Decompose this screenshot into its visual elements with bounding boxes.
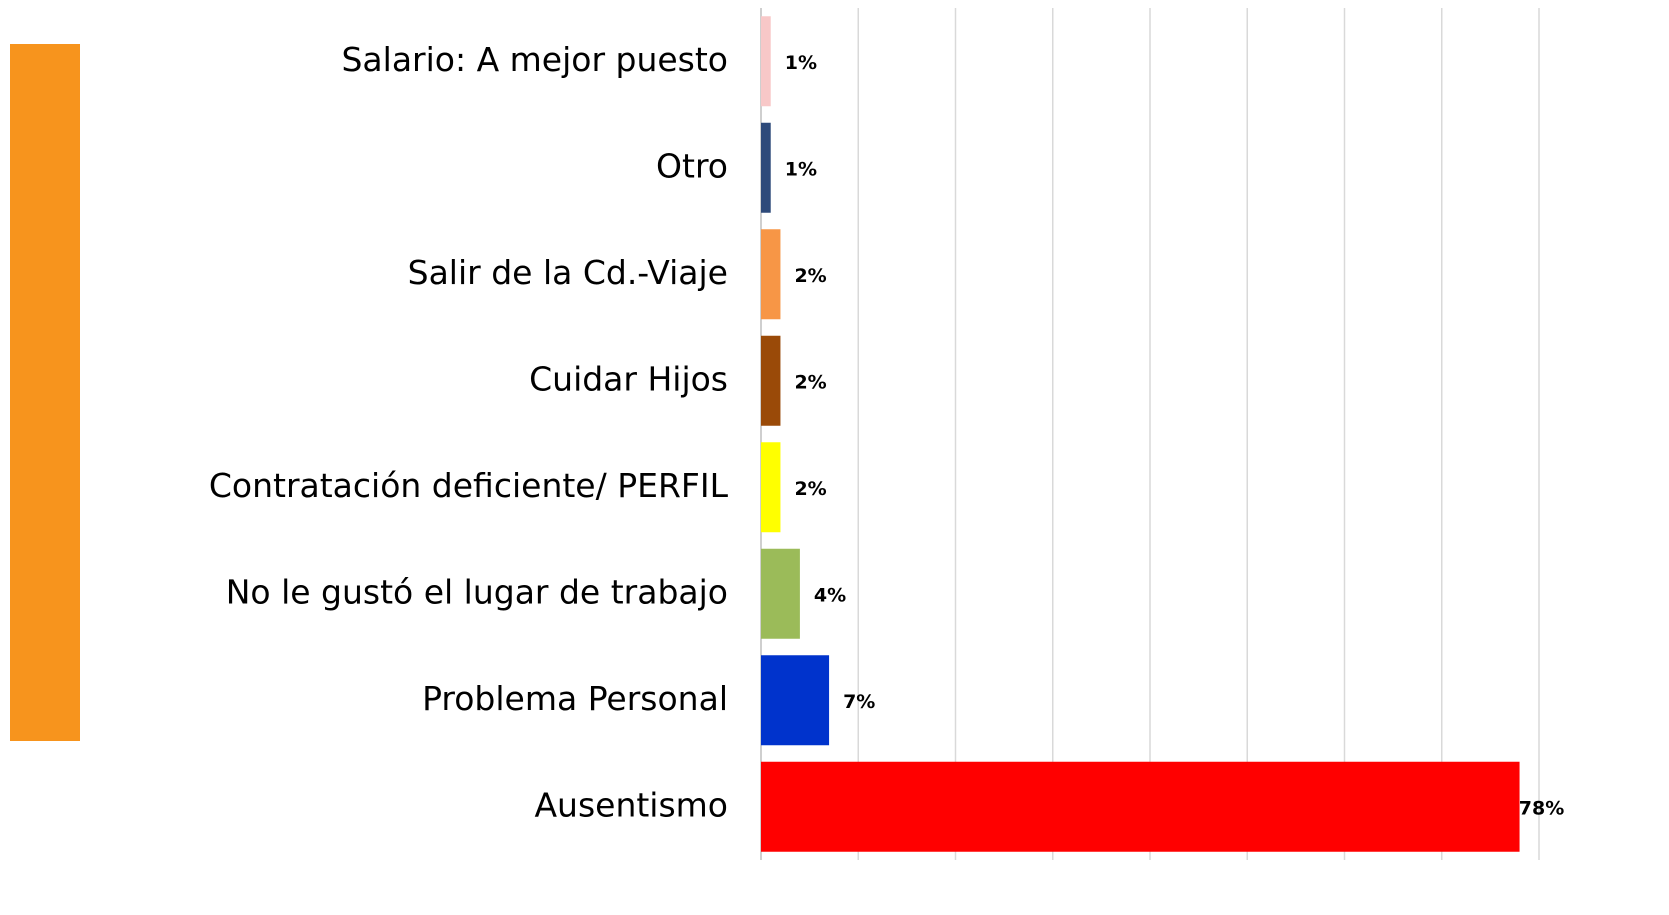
y-tick-label: Otro — [656, 146, 728, 185]
side-accent — [10, 44, 80, 741]
y-tick-label: Salir de la Cd.-Viaje — [408, 253, 728, 292]
data-label: 4% — [814, 584, 846, 606]
y-tick-label: No le gustó el lugar de trabajo — [226, 572, 728, 611]
data-label: 1% — [785, 158, 817, 180]
bar — [761, 655, 830, 746]
data-label: 2% — [794, 265, 826, 287]
bar — [761, 229, 781, 320]
bar — [761, 122, 771, 213]
data-label: 7% — [843, 691, 875, 713]
y-tick-label: Cuidar Hijos — [529, 359, 728, 398]
y-tick-label: Problema Personal — [422, 679, 728, 718]
y-tick-label: Ausentismo — [534, 785, 728, 824]
bar — [761, 442, 781, 533]
bar — [761, 335, 781, 426]
data-label: 2% — [794, 478, 826, 500]
data-label: 1% — [785, 52, 817, 74]
data-label: 78% — [1519, 797, 1564, 819]
bar — [761, 761, 1520, 852]
y-tick-label: Contratación deficiente/ PERFIL — [209, 466, 729, 505]
y-tick-label: Salario: A mejor puesto — [341, 40, 728, 79]
bar — [761, 16, 771, 107]
data-label: 2% — [794, 371, 826, 393]
bar — [761, 548, 800, 639]
